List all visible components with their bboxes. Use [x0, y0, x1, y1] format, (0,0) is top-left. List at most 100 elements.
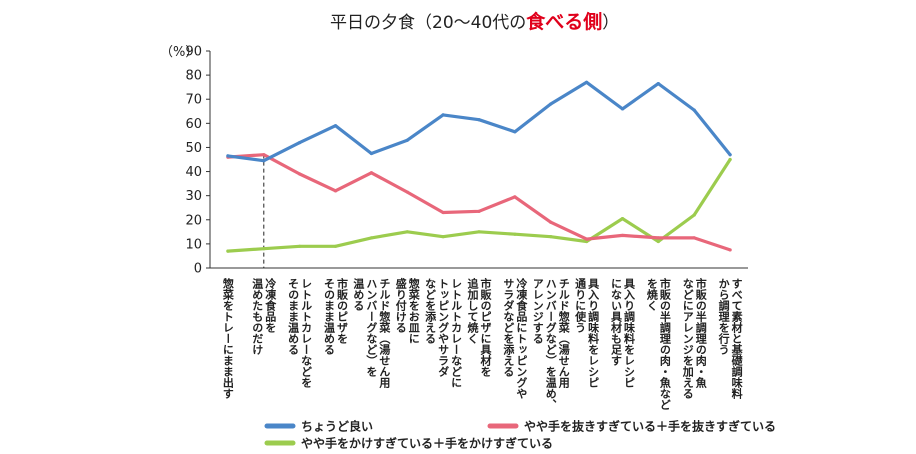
axes [209, 51, 748, 269]
data-point [620, 216, 625, 221]
chart-title-part-3: ） [602, 13, 619, 33]
category-label-line: にない具材も足す [609, 278, 622, 366]
series-line-1 [226, 153, 732, 252]
y-tick-label: 50 [185, 141, 202, 156]
y-tick-label: 40 [185, 165, 202, 180]
y-tick-labels: 0 10 20 30 40 50 60 70 80 90 [185, 45, 210, 277]
data-point [549, 235, 553, 239]
data-point [728, 157, 732, 162]
category-label-line: 通りに使う [574, 278, 588, 333]
category-label-line: アレンジする [531, 278, 544, 345]
category-label-line: チルド惣菜（湯せん用 [557, 278, 571, 389]
data-point [620, 233, 625, 238]
data-point [369, 151, 373, 156]
y-axis-unit: （%） [160, 45, 198, 60]
data-point [262, 247, 266, 251]
data-point [298, 141, 302, 145]
category-label-line: 具入り調味料をレシピ [622, 278, 635, 388]
data-point [656, 239, 660, 244]
category-label-line: から調理を行う [717, 278, 731, 355]
data-point [405, 230, 409, 234]
y-tick-label: 60 [185, 117, 202, 132]
category-label-line: レトルトカレーなどに [450, 278, 463, 388]
category-label-line: レトルトカレーなどを [300, 278, 313, 389]
legend-label: やや手を抜きすぎている＋手を抜きすぎている [524, 419, 776, 434]
category-label-line: 市販のピザに具材を [479, 277, 492, 378]
category-label-line: トッピングやサラダ [437, 278, 450, 377]
category-label-line: 市販のピザを [336, 277, 349, 345]
y-tick-label: 30 [185, 189, 202, 204]
category-label-line: 追加して焼く [466, 277, 480, 344]
category-label-line: 惣菜をトレーにまま出す [221, 277, 235, 399]
category-label-line: 盛り付ける [394, 277, 407, 334]
data-point [692, 236, 696, 240]
category-label-line: 冷凍食品にトッピングや [515, 277, 528, 399]
data-point [405, 138, 409, 142]
data-point [333, 124, 338, 128]
data-point [585, 80, 589, 84]
chart-title-text: 平日の夕食（20〜40代の食べる側） [330, 10, 619, 33]
data-point [226, 154, 230, 158]
category-label-line: サラダなどを添える [502, 278, 515, 378]
data-point [656, 81, 660, 86]
data-point [477, 118, 481, 122]
data-point [226, 249, 230, 253]
y-tick-label: 90 [185, 45, 202, 60]
data-point [262, 153, 266, 157]
data-point [585, 239, 589, 244]
chart-title-part-1: 平日の夕食（20〜40代の [330, 13, 526, 33]
category-label-line: ハンバーグなど）を温め、 [544, 278, 558, 410]
category-label-line: などにアレンジを加える [681, 278, 695, 400]
data-point [513, 130, 517, 134]
data-point [513, 232, 517, 236]
legend-label: やや手をかけすぎている＋手をかけすぎている [301, 436, 553, 451]
data-point [692, 213, 696, 217]
data-point [369, 236, 373, 240]
data-point [477, 209, 481, 213]
category-label-line: そのまま温める [323, 278, 336, 356]
data-point [369, 171, 373, 175]
data-point [620, 107, 625, 111]
y-tick-label: 10 [185, 237, 202, 252]
category-label-line: 市販の半調理の肉・魚 [694, 277, 707, 389]
data-point [441, 235, 445, 239]
y-tick-label: 0 [194, 262, 202, 277]
legend: ちょうど良い やや手を抜きすぎている＋手を抜きすぎているやや手をかけすぎている＋手… [264, 419, 776, 451]
category-label-line: 市販の半調理の肉・魚など [658, 277, 671, 410]
data-point [333, 189, 338, 193]
legend-label: ちょうど良い [301, 419, 373, 434]
data-point [441, 210, 445, 215]
data-point [298, 172, 302, 176]
data-point [405, 190, 409, 194]
category-label-line: 惣菜をお皿に [407, 277, 421, 344]
category-label-line: などを添える [424, 278, 437, 345]
data-point [262, 159, 266, 163]
category-label-line: チルド惣菜（湯せん用 [378, 278, 392, 389]
y-tick-label: 80 [185, 69, 202, 84]
data-point [549, 220, 553, 224]
chart-title-accent: 食べる側 [526, 10, 602, 33]
data-point [477, 230, 481, 234]
data-point [549, 102, 553, 106]
chart-title: 平日の夕食（20〜40代の食べる側） [330, 10, 619, 33]
data-point [513, 195, 517, 199]
y-tick-label: 70 [185, 93, 202, 108]
category-label-line: そのまま温める [287, 278, 300, 356]
data-point [333, 244, 338, 248]
data-point [585, 237, 589, 241]
data-point [728, 153, 732, 157]
